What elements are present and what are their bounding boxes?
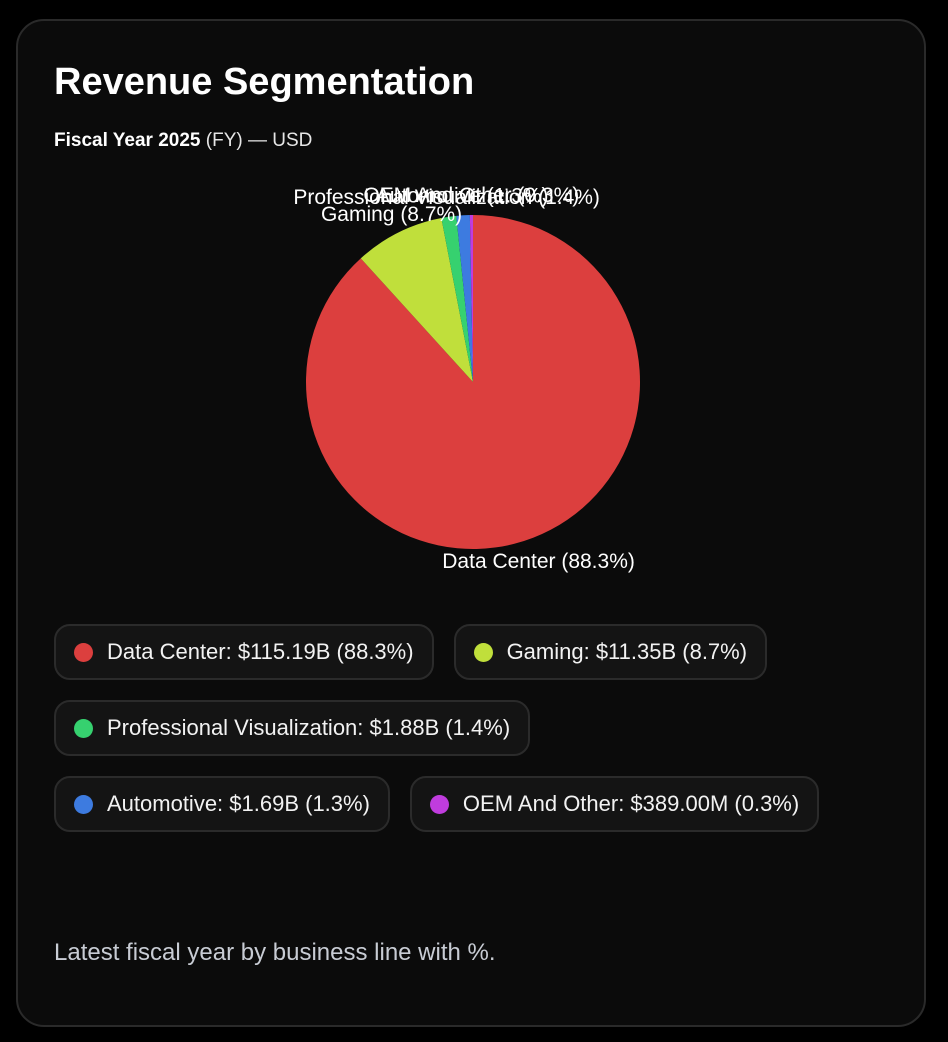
pie-slice-4 — [456, 215, 473, 382]
legend-label: Data Center: $115.19B (88.3%) — [107, 639, 414, 664]
pie-slice-2 — [360, 218, 473, 382]
card-title: Revenue Segmentation — [54, 61, 475, 103]
legend-swatch — [74, 642, 93, 662]
pie-slice-label: OEM And Other (0.3%) — [363, 184, 579, 207]
legend-label: Professional Visualization: $1.88B (1.4%… — [107, 715, 511, 740]
pie-slice-1 — [306, 215, 640, 549]
pie-slice-label: Data Center (88.3%) — [442, 550, 635, 573]
legend-item: Gaming: $11.35B (8.7%) — [453, 624, 768, 680]
pie-slice-5 — [469, 215, 473, 382]
legend-item: Automotive: $1.69B (1.3%) — [54, 776, 390, 832]
legend-swatch — [473, 642, 493, 662]
revenue-card: Revenue Segmentation Fiscal Year 2025 (F… — [16, 19, 926, 1027]
pie-slice-label: Automotive (1.3%) — [376, 184, 549, 207]
legend-label: Gaming: $11.35B (8.7%) — [506, 639, 748, 664]
pie-slice-3 — [441, 215, 473, 382]
chart-legend: Data Center: $115.19B (88.3%) Gaming: $11… — [54, 624, 874, 832]
pie-slice-label: Gaming (8.7%) — [321, 203, 462, 226]
legend-label: OEM And Other: $389.00M (0.3%) — [462, 791, 800, 816]
pie-slice-label: Professional Visualization (1.4%) — [293, 186, 600, 209]
legend-label: Automotive: $1.69B (1.3%) — [107, 791, 370, 816]
legend-item: Professional Visualization: $1.88B (1.4%… — [54, 700, 531, 756]
card-subtitle: Fiscal Year 2025 (FY) — USD — [54, 129, 312, 153]
chart-footnote: Latest fiscal year by business line with… — [54, 939, 496, 966]
legend-swatch — [74, 794, 93, 814]
legend-swatch — [74, 718, 93, 738]
fiscal-year-label: Fiscal Year 2025 — [54, 130, 201, 151]
legend-swatch — [429, 794, 449, 814]
legend-item: OEM And Other: $389.00M (0.3%) — [409, 776, 820, 832]
legend-item: Data Center: $115.19B (88.3%) — [54, 624, 434, 680]
pie-chart: Data Center (88.3%) Gaming (8.7%)Professi… — [293, 184, 640, 573]
currency-label: (FY) — USD — [200, 130, 313, 151]
